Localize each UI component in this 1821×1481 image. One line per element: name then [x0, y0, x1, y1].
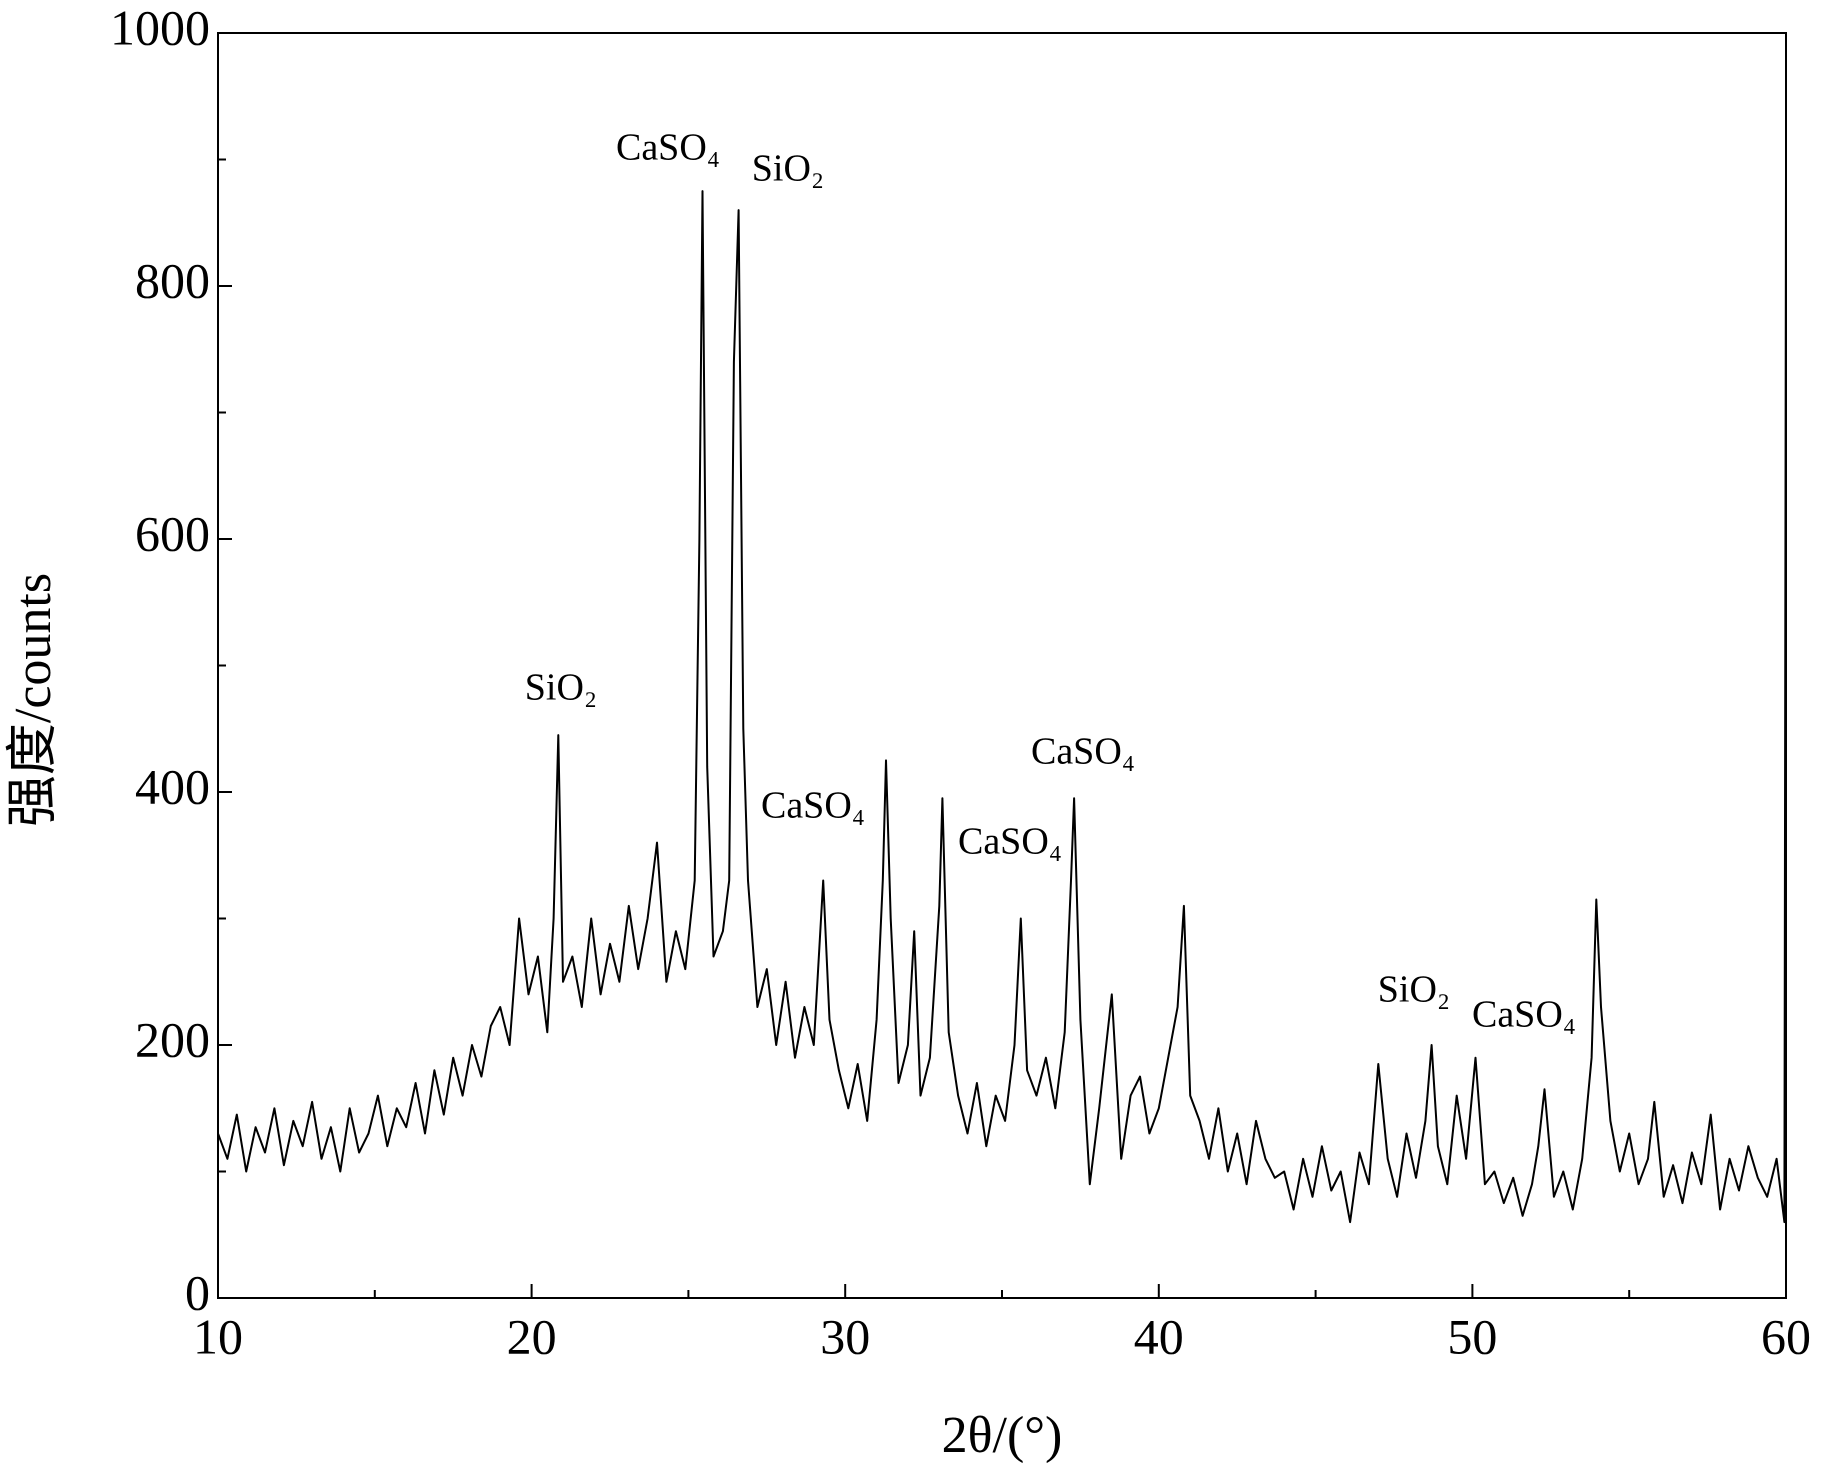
x-tick-label: 30	[820, 1308, 870, 1364]
x-axis-label: 2θ/(°)	[942, 1407, 1063, 1464]
y-tick-label: 600	[135, 505, 210, 561]
plot-frame	[217, 32, 1787, 1299]
x-tick-label: 40	[1134, 1308, 1184, 1364]
peak-label: CaSO₄	[1031, 731, 1135, 773]
y-tick-label: 200	[135, 1011, 210, 1067]
peak-label: SiO₂	[752, 148, 824, 190]
y-tick-label: 1000	[110, 0, 210, 55]
x-tick-label: 20	[507, 1308, 557, 1364]
peak-label: CaSO₄	[958, 821, 1062, 863]
x-tick-label: 60	[1761, 1308, 1811, 1364]
y-tick-label: 0	[185, 1264, 210, 1320]
x-tick-label: 50	[1447, 1308, 1497, 1364]
peak-label: CaSO₄	[1472, 994, 1576, 1036]
y-tick-label: 800	[135, 252, 210, 308]
y-tick-label: 400	[135, 758, 210, 814]
xrd-line	[217, 172, 1787, 1224]
peak-label: SiO₂	[525, 667, 597, 709]
x-tick-label: 10	[193, 1308, 243, 1364]
peak-label: CaSO₄	[616, 127, 720, 169]
peak-label: CaSO₄	[761, 785, 865, 827]
peak-label: SiO₂	[1378, 969, 1450, 1011]
y-axis-label: 强度/counts	[5, 573, 62, 827]
